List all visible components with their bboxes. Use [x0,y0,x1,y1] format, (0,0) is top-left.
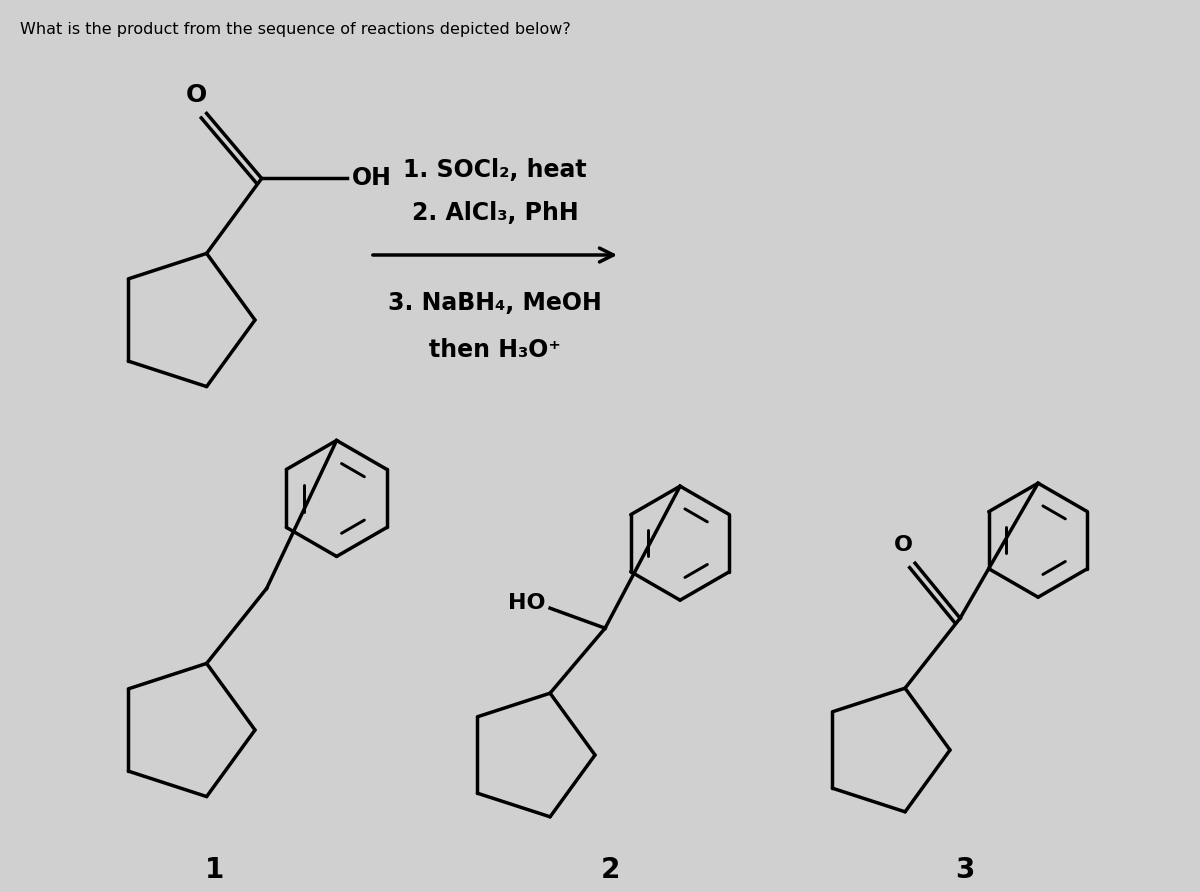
Text: OH: OH [352,167,391,190]
Text: 2: 2 [600,856,619,884]
Text: 1: 1 [205,856,224,884]
Text: 3: 3 [955,856,974,884]
Text: O: O [894,535,912,555]
Text: 2. AlCl₃, PhH: 2. AlCl₃, PhH [412,201,578,225]
Text: 1. SOCl₂, heat: 1. SOCl₂, heat [403,158,587,182]
Text: What is the product from the sequence of reactions depicted below?: What is the product from the sequence of… [20,22,571,37]
Text: then H₃O⁺: then H₃O⁺ [430,338,560,362]
Text: 3. NaBH₄, MeOH: 3. NaBH₄, MeOH [388,291,602,315]
Text: HO: HO [508,593,545,613]
Text: O: O [186,84,208,107]
